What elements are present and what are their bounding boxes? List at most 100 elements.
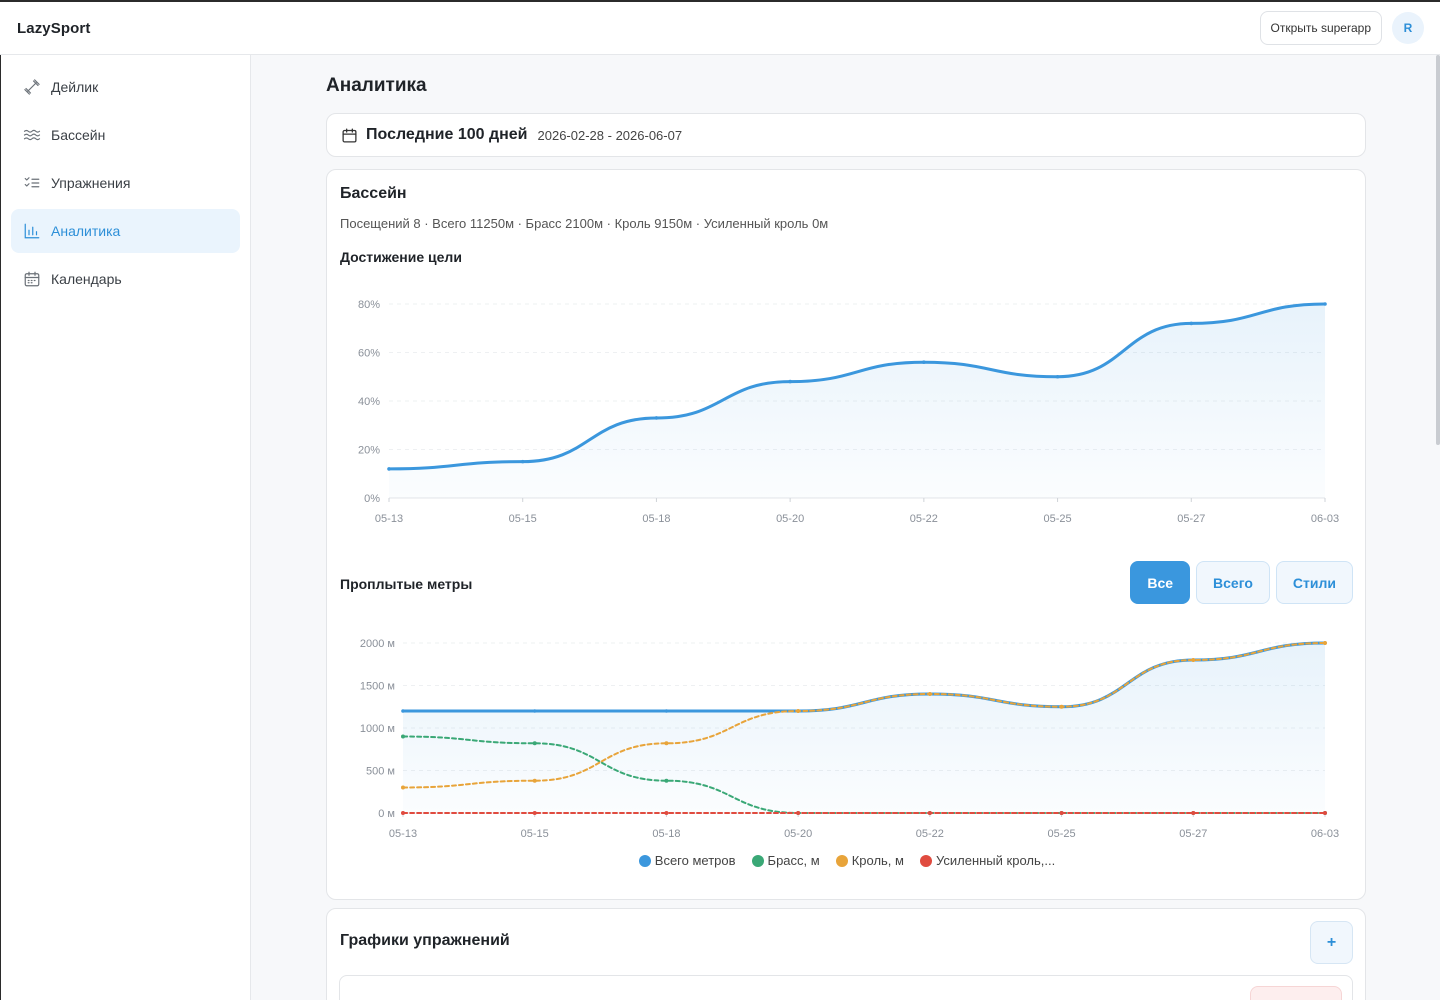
date-range-selector[interactable]: Последние 100 дней 2026-02-28 - 2026-06-… (326, 113, 1366, 157)
range-dates: 2026-02-28 - 2026-06-07 (537, 127, 683, 143)
data-point (1191, 811, 1196, 815)
scrollbar[interactable] (1436, 55, 1440, 445)
sidebar-item-exercises[interactable]: Упражнения (11, 161, 240, 205)
data-point (927, 811, 932, 815)
open-superapp-button[interactable]: Открыть superapp (1259, 11, 1382, 45)
x-tick-label: 05-25 (1048, 828, 1076, 840)
area-fill (389, 304, 1325, 498)
legend-swatch (919, 854, 932, 867)
data-point (532, 811, 537, 815)
data-point (532, 778, 537, 783)
area-fill (403, 643, 1325, 813)
data-point (796, 811, 801, 815)
x-tick-label: 05-27 (1179, 828, 1207, 840)
meters-chart-title: Проплытые метры (340, 576, 473, 592)
x-tick-label: 05-20 (776, 513, 804, 525)
sidebar: Дейлик Бассейн Упражнения Аналитика Кале… (0, 55, 251, 1000)
y-tick-label: 1500 м (360, 681, 395, 693)
legend-swatch (835, 854, 848, 867)
sidebar-item-label: Календарь (51, 271, 122, 287)
segment-all-button[interactable]: Все (1130, 561, 1191, 604)
data-point (532, 741, 537, 746)
data-point (788, 379, 792, 384)
legend-label: Брасс, м (767, 853, 820, 868)
data-point (1323, 811, 1327, 815)
goal-chart: 0% 20% 40% 60% 80% 05-13 05-15 05-18 05-20 05-22 0… (358, 299, 1339, 525)
x-tick-label: 05-18 (642, 513, 670, 525)
series-line (387, 302, 1327, 471)
y-tick-label: 0 м (378, 808, 395, 820)
sidebar-item-label: Бассейн (51, 127, 106, 143)
avatar[interactable]: R (1392, 12, 1424, 44)
sidebar-item-label: Аналитика (51, 223, 121, 239)
goal-chart-title: Достижение цели (340, 249, 462, 265)
data-point (927, 692, 932, 696)
legend-item-breaststroke[interactable]: Брасс, м (751, 853, 820, 868)
y-tick-label: 60% (358, 348, 380, 360)
data-point (1059, 811, 1064, 815)
data-point (1323, 641, 1327, 645)
brand-logo[interactable]: LazySport (17, 19, 91, 37)
x-tick-label: 05-13 (389, 828, 417, 840)
pool-card: Бассейн Посещений 8 · Всего 11250м · Бра… (326, 169, 1366, 900)
data-point (532, 709, 537, 713)
sidebar-item-daily[interactable]: Дейлик (11, 65, 240, 109)
y-tick-label: 80% (358, 299, 380, 311)
meters-chart: 0 м 500 м 1000 м 1500 м 2000 м 05-13 05-15 05-1… (360, 638, 1339, 840)
x-tick-label: 05-15 (509, 513, 537, 525)
legend-swatch (751, 854, 764, 867)
legend-item-crawl[interactable]: Кроль, м (835, 853, 904, 868)
data-point (401, 709, 405, 713)
x-tick-label: 05-22 (916, 828, 944, 840)
series-line (402, 642, 1326, 789)
data-point (1059, 704, 1064, 709)
data-point (401, 785, 405, 790)
data-point (664, 741, 669, 746)
main-content: Аналитика Последние 100 дней 2026-02-28 … (251, 55, 1440, 1000)
y-tick-label: 500 м (366, 766, 395, 778)
data-point (520, 459, 525, 464)
add-exercise-chart-button[interactable]: + (1310, 921, 1353, 964)
calendar-icon (24, 271, 40, 287)
pool-stats: Посещений 8 · Всего 11250м · Брасс 2100м… (340, 216, 829, 231)
delete-button[interactable] (1250, 986, 1342, 1000)
data-point (1323, 302, 1327, 306)
x-tick-label: 05-25 (1044, 513, 1072, 525)
data-point (922, 360, 926, 364)
segment-styles-button[interactable]: Стили (1275, 561, 1353, 604)
exercise-charts-card: Графики упражнений + (326, 908, 1366, 1000)
x-tick-label: 06-03 (1311, 828, 1339, 840)
top-right-controls: Открыть superapp R (1259, 11, 1424, 45)
data-point (654, 416, 659, 420)
top-bar: LazySport Открыть superapp R (0, 0, 1440, 55)
legend-swatch (638, 854, 651, 867)
sidebar-item-label: Упражнения (51, 175, 131, 191)
y-tick-label: 0% (364, 493, 380, 505)
data-point (1191, 658, 1196, 662)
legend-label: Кроль, м (851, 853, 904, 868)
y-tick-label: 20% (358, 445, 380, 457)
checklist-icon (24, 177, 40, 188)
x-tick-label: 05-22 (910, 513, 938, 525)
page-title: Аналитика (326, 75, 427, 96)
x-tick-label: 06-03 (1311, 513, 1339, 525)
legend-item-boosted-crawl[interactable]: Усиленный кроль,... (919, 853, 1055, 868)
data-point (387, 467, 391, 471)
pool-card-title: Бассейн (340, 185, 407, 202)
y-tick-label: 2000 м (360, 638, 395, 650)
data-point (1055, 374, 1060, 379)
segment-total-button[interactable]: Всего (1196, 561, 1270, 604)
meters-legend: Всего метров Брасс, м Кроль, м Усиленный… (327, 853, 1367, 868)
data-point (664, 811, 669, 815)
sidebar-item-calendar[interactable]: Календарь (11, 257, 240, 301)
legend-item-total[interactable]: Всего метров (638, 853, 736, 868)
sidebar-item-pool[interactable]: Бассейн (11, 113, 240, 157)
exercise-charts-title: Графики упражнений (340, 932, 510, 949)
sidebar-item-label: Дейлик (51, 79, 99, 95)
data-point (1189, 321, 1194, 326)
x-tick-label: 05-20 (784, 828, 812, 840)
exercise-chart-item (339, 975, 1353, 1000)
data-point (401, 734, 405, 739)
calendar-icon (342, 127, 357, 143)
sidebar-item-analytics[interactable]: Аналитика (11, 209, 240, 253)
